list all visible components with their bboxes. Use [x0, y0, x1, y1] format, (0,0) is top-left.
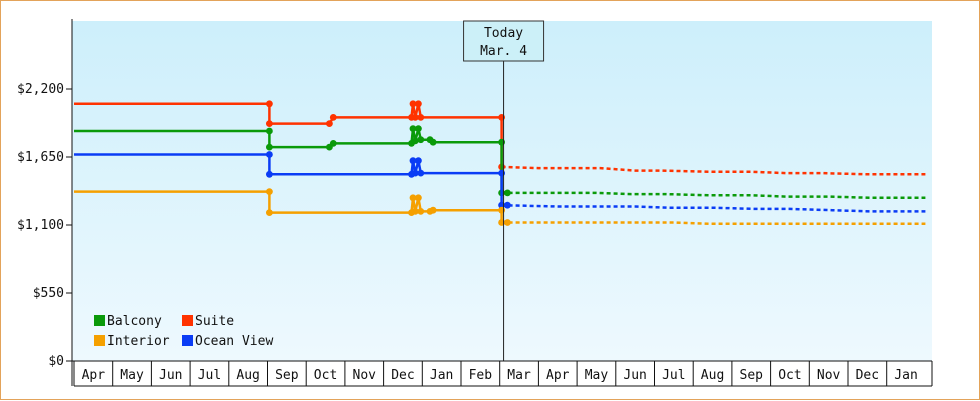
data-point	[417, 136, 425, 144]
y-tick-label: $2,200	[17, 82, 64, 97]
legend-label: Balcony	[107, 314, 162, 329]
x-tick-label: May	[585, 368, 609, 383]
x-tick-label: May	[120, 368, 144, 383]
data-point	[266, 188, 273, 196]
data-point	[415, 194, 422, 202]
data-point	[326, 120, 333, 127]
x-tick-label: Dec	[856, 368, 879, 383]
data-point	[329, 140, 337, 147]
x-tick-label: Jul	[198, 368, 221, 383]
x-tick-label: Oct	[778, 368, 801, 383]
series-suite	[74, 100, 926, 176]
x-tick-label: Jun	[159, 368, 182, 383]
data-point	[504, 201, 511, 209]
today-label: Today	[484, 26, 523, 41]
x-tick-label: Aug	[236, 368, 259, 383]
data-point	[329, 114, 337, 121]
x-tick-label: Apr	[82, 368, 106, 383]
x-tick-label: Oct	[314, 368, 337, 383]
data-point	[504, 189, 511, 197]
data-point	[429, 138, 437, 146]
series-projection-line	[501, 191, 926, 200]
data-point	[429, 206, 437, 214]
x-tick-label: Jan	[430, 368, 453, 383]
data-point	[266, 120, 273, 127]
data-point	[411, 114, 419, 121]
data-point	[504, 219, 511, 226]
data-point	[411, 208, 419, 215]
data-point	[415, 157, 422, 165]
x-tick-label: Sep	[275, 368, 299, 383]
data-point	[266, 170, 273, 178]
x-tick-label: Mar	[507, 368, 531, 383]
legend-label: Suite	[195, 314, 234, 329]
data-point	[411, 169, 419, 177]
x-tick-label: Jun	[623, 368, 646, 383]
data-point	[409, 100, 417, 108]
x-tick-label: Nov	[353, 368, 377, 383]
legend-swatch	[182, 335, 193, 346]
data-point	[266, 209, 273, 217]
data-point	[409, 157, 417, 165]
y-tick-label: $0	[48, 354, 64, 369]
x-tick-label: Sep	[740, 368, 764, 383]
legend-label: Ocean View	[195, 334, 273, 349]
x-tick-label: Dec	[391, 368, 414, 383]
x-tick-label: Jan	[894, 368, 917, 383]
series-balcony	[74, 125, 926, 200]
series-projection-line	[501, 203, 926, 213]
y-tick-label: $1,100	[17, 218, 64, 233]
series-projection-line	[501, 221, 926, 226]
data-point	[417, 169, 425, 177]
data-point	[266, 143, 273, 151]
data-point	[409, 194, 417, 202]
data-point	[415, 125, 422, 132]
y-tick-label: $550	[33, 286, 64, 301]
x-tick-label: Aug	[701, 368, 724, 383]
data-point	[266, 127, 273, 135]
series-projection-line	[501, 165, 926, 176]
y-tick-label: $1,650	[17, 150, 64, 165]
today-date: Mar. 4	[480, 44, 527, 59]
data-point	[415, 100, 422, 108]
legend-swatch	[182, 315, 193, 326]
data-point	[266, 100, 273, 108]
data-point	[411, 137, 419, 145]
legend-swatch	[94, 315, 105, 326]
today-box	[463, 20, 545, 62]
x-tick-label: Feb	[469, 368, 493, 383]
data-point	[266, 151, 273, 158]
data-point	[417, 114, 425, 121]
x-tick-label: Apr	[546, 368, 570, 383]
x-tick-label: Jul	[662, 368, 685, 383]
data-point	[417, 208, 425, 215]
series-interior	[74, 188, 926, 226]
data-point	[409, 125, 417, 132]
legend-swatch	[94, 335, 105, 346]
legend-label: Interior	[107, 334, 170, 349]
x-tick-label: Nov	[817, 368, 841, 383]
